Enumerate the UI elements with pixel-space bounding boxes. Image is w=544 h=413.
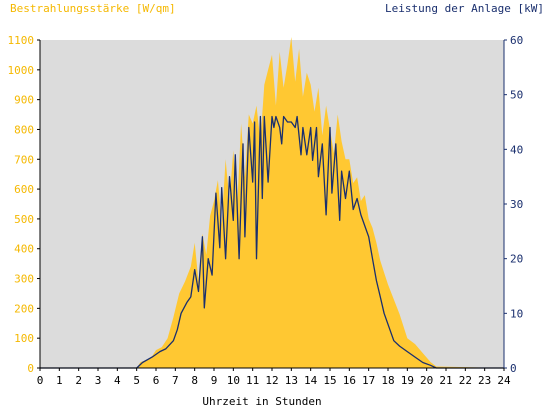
right-tick-label: 0 xyxy=(510,362,517,375)
right-tick-label: 50 xyxy=(510,89,523,102)
x-tick-label: 9 xyxy=(211,374,218,387)
x-tick-label: 8 xyxy=(191,374,198,387)
right-tick-label: 60 xyxy=(510,34,523,47)
x-tick-label: 20 xyxy=(420,374,433,387)
x-tick-label: 18 xyxy=(381,374,394,387)
irradiance-area-series xyxy=(40,37,504,368)
left-tick-label: 200 xyxy=(14,302,34,315)
x-tick-label: 21 xyxy=(439,374,452,387)
x-tick-label: 5 xyxy=(133,374,140,387)
x-tick-label: 24 xyxy=(497,374,511,387)
axes-layer: 0100200300400500600700800900100011000102… xyxy=(8,34,524,387)
right-tick-label: 10 xyxy=(510,307,523,320)
left-tick-label: 1100 xyxy=(8,34,35,47)
x-tick-label: 2 xyxy=(75,374,82,387)
left-axis-title: Bestrahlungsstärke [W/qm] xyxy=(10,2,176,15)
x-tick-label: 7 xyxy=(172,374,179,387)
power-line-series xyxy=(40,115,504,369)
x-tick-label: 17 xyxy=(362,374,375,387)
x-tick-label: 14 xyxy=(304,374,318,387)
right-tick-label: 20 xyxy=(510,253,523,266)
x-tick-label: 16 xyxy=(343,374,356,387)
left-tick-label: 1000 xyxy=(8,64,35,77)
x-axis-title: Uhrzeit in Stunden xyxy=(202,395,321,408)
right-axis-title: Leistung der Anlage [kW] xyxy=(385,2,544,15)
x-tick-label: 15 xyxy=(323,374,336,387)
x-tick-label: 19 xyxy=(401,374,414,387)
x-tick-label: 10 xyxy=(227,374,240,387)
x-tick-label: 13 xyxy=(285,374,298,387)
x-tick-label: 1 xyxy=(56,374,63,387)
left-tick-label: 500 xyxy=(14,213,34,226)
x-tick-label: 11 xyxy=(246,374,259,387)
x-tick-label: 0 xyxy=(37,374,44,387)
left-tick-label: 600 xyxy=(14,183,34,196)
x-tick-label: 22 xyxy=(459,374,472,387)
x-tick-label: 4 xyxy=(114,374,121,387)
x-tick-label: 3 xyxy=(95,374,102,387)
left-tick-label: 400 xyxy=(14,243,34,256)
series-layer xyxy=(40,37,504,369)
left-tick-label: 800 xyxy=(14,123,34,136)
x-tick-label: 6 xyxy=(153,374,160,387)
left-tick-label: 900 xyxy=(14,94,34,107)
left-tick-label: 100 xyxy=(14,332,34,345)
right-tick-label: 30 xyxy=(510,198,523,211)
x-tick-label: 12 xyxy=(265,374,278,387)
left-tick-label: 300 xyxy=(14,273,34,286)
right-tick-label: 40 xyxy=(510,143,523,156)
left-tick-label: 0 xyxy=(27,362,34,375)
x-tick-label: 23 xyxy=(478,374,491,387)
left-tick-label: 700 xyxy=(14,153,34,166)
